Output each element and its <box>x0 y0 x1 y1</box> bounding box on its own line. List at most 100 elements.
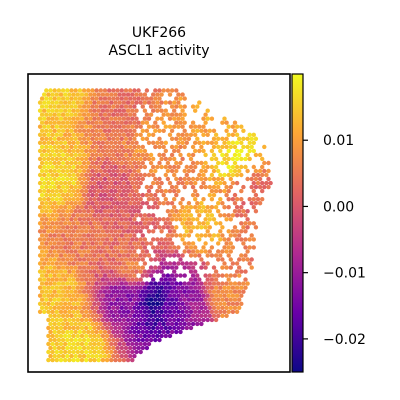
spot <box>67 245 72 250</box>
spot <box>176 301 181 306</box>
spot <box>44 201 49 206</box>
spot <box>42 269 47 274</box>
spot <box>48 88 53 93</box>
spot <box>107 281 112 286</box>
spot <box>88 333 93 339</box>
spot <box>224 297 229 302</box>
spot <box>75 172 81 178</box>
spot <box>153 144 158 150</box>
spot <box>209 188 215 194</box>
spot <box>90 289 95 294</box>
spot <box>109 205 114 210</box>
spot <box>98 112 104 117</box>
spot <box>218 285 223 290</box>
spot <box>167 188 173 194</box>
spot <box>136 96 141 101</box>
spot <box>102 305 108 310</box>
spot <box>75 341 81 347</box>
spot <box>115 176 120 182</box>
spot <box>209 237 215 242</box>
spot <box>111 289 116 294</box>
spot <box>169 329 175 335</box>
spot <box>92 164 97 170</box>
spot <box>144 136 150 141</box>
spot <box>182 168 187 174</box>
spot <box>75 261 81 266</box>
spot <box>155 92 160 97</box>
spot <box>121 285 127 290</box>
spot <box>65 136 70 141</box>
spot <box>138 309 143 314</box>
spot <box>176 285 181 290</box>
spot <box>216 281 221 286</box>
spot <box>243 277 248 282</box>
spot <box>109 301 114 306</box>
spot <box>128 321 133 327</box>
spot <box>50 325 55 331</box>
spot <box>184 325 189 331</box>
spot <box>67 132 72 137</box>
spot <box>151 269 156 274</box>
spot <box>155 116 160 121</box>
spot <box>167 293 173 298</box>
spot <box>117 180 122 186</box>
spot <box>153 104 158 109</box>
spot <box>190 104 196 109</box>
spot <box>60 120 66 125</box>
spot <box>146 285 152 290</box>
spot <box>60 297 66 302</box>
spot <box>157 297 162 302</box>
spot <box>136 160 141 166</box>
spot <box>84 277 89 282</box>
spot <box>241 136 246 141</box>
spot <box>81 273 87 278</box>
spot <box>52 160 57 166</box>
spot <box>71 237 76 242</box>
spot <box>79 237 85 242</box>
spot <box>121 156 127 162</box>
spot <box>58 277 64 282</box>
spot <box>123 88 129 93</box>
spot <box>222 156 227 162</box>
spot <box>188 180 194 186</box>
spot <box>119 305 125 310</box>
spot <box>107 96 112 101</box>
spot <box>151 156 156 162</box>
spot <box>165 201 171 206</box>
spot <box>216 201 221 206</box>
spot <box>209 285 215 290</box>
spot <box>84 349 89 355</box>
spot <box>121 237 127 242</box>
spot <box>167 325 173 331</box>
spot <box>159 92 164 97</box>
spot <box>144 88 150 93</box>
spot <box>109 100 114 105</box>
spot <box>111 273 116 278</box>
spot <box>230 172 236 178</box>
spot <box>96 269 101 274</box>
spot <box>220 249 225 254</box>
spot <box>209 140 215 145</box>
spot <box>130 132 135 137</box>
spot <box>125 197 131 202</box>
spot <box>216 144 221 150</box>
chart-title-line-1: UKF266 <box>131 25 187 41</box>
spot <box>125 92 131 97</box>
spot <box>157 249 162 254</box>
spot <box>205 285 210 290</box>
spot <box>144 152 150 158</box>
spot <box>178 313 183 318</box>
spot <box>130 180 135 186</box>
spot <box>94 297 99 302</box>
spot <box>188 164 194 170</box>
spot <box>165 281 171 286</box>
spot <box>125 285 131 290</box>
spot <box>180 253 185 258</box>
spot <box>130 341 135 347</box>
spot <box>90 184 95 190</box>
spot <box>193 293 198 298</box>
spot <box>109 245 114 250</box>
spot <box>42 285 47 290</box>
spot <box>86 192 91 198</box>
spot <box>205 277 210 282</box>
